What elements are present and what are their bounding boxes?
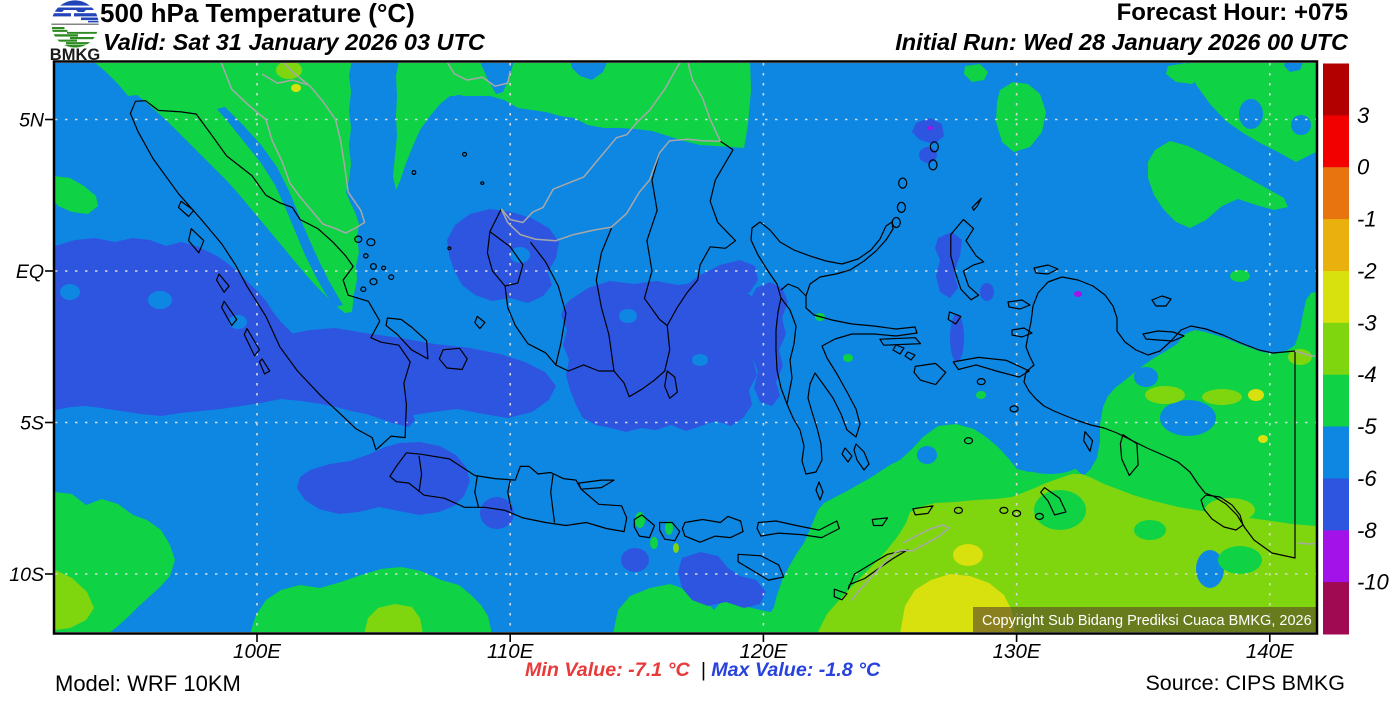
svg-text:-8: -8 bbox=[1357, 518, 1377, 543]
svg-text:-4: -4 bbox=[1357, 362, 1377, 387]
svg-text:5N: 5N bbox=[19, 110, 45, 132]
svg-text:100E: 100E bbox=[233, 640, 281, 663]
svg-text:EQ: EQ bbox=[16, 261, 44, 283]
svg-text:-6: -6 bbox=[1357, 466, 1377, 491]
svg-text:10S: 10S bbox=[9, 564, 44, 586]
svg-text:-10: -10 bbox=[1357, 570, 1390, 595]
svg-text:120E: 120E bbox=[739, 640, 787, 663]
svg-text:140E: 140E bbox=[1246, 640, 1294, 663]
svg-text:110E: 110E bbox=[487, 640, 534, 663]
svg-text:-2: -2 bbox=[1357, 259, 1377, 284]
svg-text:-3: -3 bbox=[1357, 310, 1377, 335]
svg-text:130E: 130E bbox=[993, 640, 1041, 663]
svg-text:0: 0 bbox=[1357, 155, 1370, 180]
svg-text:5S: 5S bbox=[20, 413, 44, 435]
svg-text:-5: -5 bbox=[1357, 414, 1377, 439]
svg-text:3: 3 bbox=[1357, 103, 1370, 128]
svg-text:-1: -1 bbox=[1357, 207, 1377, 232]
svg-text:Copyright Sub Bidang Prediksi: Copyright Sub Bidang Prediksi Cuaca BMKG… bbox=[982, 613, 1312, 629]
svg-text:BMKG: BMKG bbox=[50, 46, 100, 62]
